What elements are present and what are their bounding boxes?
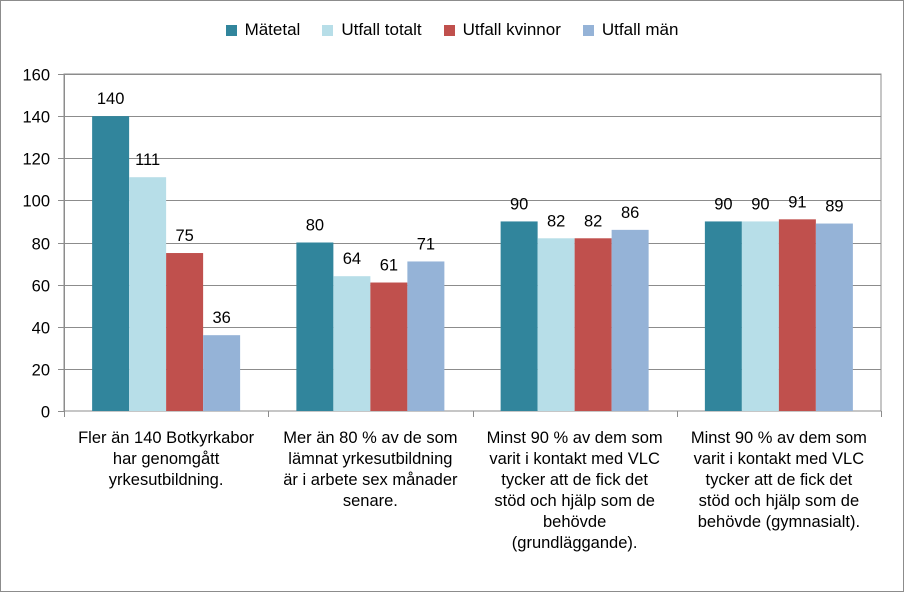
x-category-label-line: behövde [542, 513, 607, 531]
x-category-label-line: lämnat yrkesutbildning [288, 450, 453, 468]
legend-swatch [225, 24, 237, 36]
bar [333, 276, 371, 411]
legend-entry: Utfall män [582, 20, 679, 40]
y-tick-label: 100 [22, 193, 50, 211]
x-category-label-line: senare. [342, 492, 398, 510]
bar-data-label: 75 [175, 227, 193, 245]
bar-data-label: 36 [212, 309, 230, 327]
y-tick-label: 40 [32, 320, 50, 338]
bar-data-label: 71 [417, 235, 435, 253]
x-category-label-line: varit i kontakt med VLC [489, 450, 660, 468]
bar-data-label: 86 [621, 204, 639, 222]
x-category-label-line: stöd och hjälp som de [494, 492, 655, 510]
bar [407, 261, 445, 411]
y-tick-label: 140 [22, 109, 50, 127]
x-category-label-line: tycker att de fick det [705, 471, 853, 489]
bar [574, 238, 612, 411]
x-category-label-line: (grundläggande). [511, 534, 638, 552]
legend-swatch [443, 24, 455, 36]
bar-data-label: 140 [97, 90, 125, 108]
bar [296, 242, 334, 411]
bar-data-label: 111 [135, 151, 160, 169]
bar-data-label: 82 [584, 212, 602, 230]
x-category-label: Minst 90 % av dem som varit i kontakt med… [677, 428, 881, 533]
bar [92, 116, 130, 411]
x-category-label-line: är i arbete sex månader [283, 471, 458, 489]
bar-data-label: 82 [547, 212, 565, 230]
y-tick-label: 80 [32, 236, 50, 254]
bar-data-label: 89 [825, 198, 843, 216]
legend-swatch [582, 24, 594, 36]
x-category-label: Minst 90 % av dem som varit i kontakt med… [473, 428, 677, 554]
x-category-label-line: yrkesutbildning. [108, 471, 224, 489]
x-category-label-line: varit i kontakt med VLC [693, 450, 865, 468]
bar-data-label: 90 [510, 195, 528, 213]
y-tick-label: 160 [22, 67, 50, 85]
y-tick-label: 0 [41, 404, 50, 422]
bar [129, 177, 167, 411]
legend-entry: Utfall kvinnor [443, 20, 561, 40]
bar [370, 282, 408, 411]
x-category-label: Mer än 80 % av de som lämnat yrkesutbildn… [268, 428, 472, 512]
legend-label: Mätetal [244, 20, 301, 39]
bar-data-label: 61 [380, 257, 398, 275]
bar-data-label: 64 [343, 250, 361, 268]
bar [778, 219, 816, 411]
x-category-label: Fler än 140 Botkyrkabor har genomgått yrke… [64, 428, 268, 491]
x-category-label-line: Minst 90 % av dem som [690, 429, 867, 447]
legend-label: Utfall män [601, 20, 679, 39]
bar [500, 221, 538, 411]
x-category-label-line: behövde (gymnasialt). [697, 513, 861, 531]
legend-swatch [322, 24, 334, 36]
x-category-label-line: Fler än 140 Botkyrkabor [78, 429, 255, 447]
x-category-label-line: har genomgått [112, 450, 220, 468]
bar [203, 335, 241, 411]
bar [611, 229, 649, 411]
legend: Mätetal Utfall totalt Utfall kvinnor Utfall… [0, 20, 904, 40]
x-category-label-line: Mer än 80 % av de som [283, 429, 458, 447]
y-tick-label: 20 [32, 362, 50, 380]
y-tick-label: 120 [22, 151, 50, 169]
legend-entry: Utfall totalt [322, 20, 422, 40]
bar [537, 238, 575, 411]
x-category-label-line: tycker att de fick det [501, 471, 648, 489]
x-category-label-line: stöd och hjälp som de [698, 492, 860, 510]
bar [166, 253, 204, 411]
bar [741, 221, 779, 411]
y-tick-label: 60 [32, 278, 50, 296]
bar-data-label: 91 [788, 193, 806, 211]
bar [704, 221, 742, 411]
legend-label: Utfall kvinnor [462, 20, 561, 39]
bar-data-label: 90 [751, 195, 769, 213]
bar-data-label: 90 [714, 195, 732, 213]
x-category-label-line: Minst 90 % av dem som [486, 429, 663, 447]
bar-data-label: 80 [306, 217, 324, 235]
legend-entry: Mätetal [225, 20, 301, 40]
bar [815, 223, 853, 411]
legend-label: Utfall totalt [341, 20, 422, 39]
